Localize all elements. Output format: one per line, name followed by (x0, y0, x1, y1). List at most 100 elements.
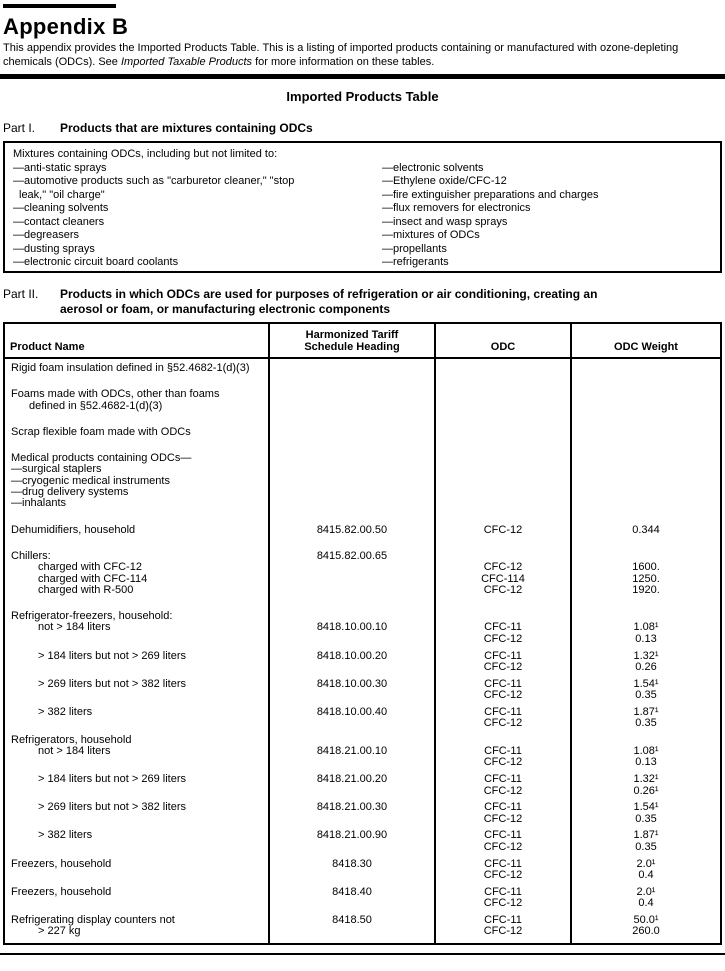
table-row (5, 701, 720, 707)
intro-line2: chemicals (ODCs). See (3, 55, 121, 68)
tariff-header-line2: Schedule Heading (304, 341, 400, 353)
product-name-cell: > 227 kg (38, 924, 81, 937)
mixture-list-item: —mixtures of ODCs (382, 229, 480, 241)
part2-heading: Part II. Products in which ODCs are used… (3, 287, 722, 317)
product-name-cell (5, 757, 268, 768)
table-row: > 184 liters but not > 269 liters 8418.1… (5, 649, 720, 662)
product-name-cell: Refrigerating display counters not (11, 913, 175, 926)
tariff-heading-cell (268, 453, 434, 465)
odc-cell: CFC-11 (434, 622, 570, 634)
table-row: CFC-12 0.4 (5, 897, 720, 910)
tariff-heading-cell (268, 487, 434, 499)
table-row (5, 438, 720, 454)
tariff-heading-cell (268, 768, 434, 775)
table-row: not > 184 liters 8418.10.00.10 CFC-11 1.… (5, 621, 720, 634)
odc-weight-cell: 50.0¹ (570, 914, 720, 926)
odc-weight-cell (570, 389, 720, 401)
product-name-cell: defined in §52.4682-1(d)(3) (29, 399, 163, 412)
odc-weight-cell (570, 426, 720, 439)
part1-label: Part I. (3, 121, 36, 135)
tariff-heading-cell: 8418.21.00.90 (268, 830, 434, 842)
tariff-heading-cell (268, 881, 434, 887)
odc-cell: CFC-12 (434, 584, 570, 597)
table-row (5, 768, 720, 775)
odc-cell (434, 509, 570, 525)
odc-cell: CFC-11 (434, 650, 570, 662)
odc-weight-cell (570, 937, 720, 944)
table-row: Chillers: 8415.82.00.65 (5, 550, 720, 563)
tariff-heading-cell (268, 584, 434, 597)
odc-cell: CFC-11 (434, 886, 570, 898)
table-row: > 227 kg CFC-12 260.0 (5, 924, 720, 938)
product-name-cell: —inhalants (11, 497, 67, 510)
tariff-heading-cell (268, 411, 434, 427)
part1-heading: Part I. Products that are mixtures conta… (3, 121, 722, 136)
intro-italic-reference: Imported Taxable Products (120, 55, 253, 68)
product-name-cell: charged with R-500 (38, 583, 134, 596)
tariff-heading-cell (268, 796, 434, 803)
table-title: Imported Products Table (286, 89, 439, 104)
table-body: Rigid foam insulation defined in §52.468… (5, 359, 720, 944)
product-name-cell (5, 536, 268, 551)
appendix-title: Appendix B (3, 14, 129, 39)
mixture-list-item: —propellants (382, 242, 447, 255)
odc-weight-cell: 1.54¹ (570, 802, 720, 814)
product-name-cell: > 269 liters but not > 382 liters (38, 801, 186, 814)
table-row: > 382 liters 8418.21.00.90 CFC-11 1.87¹ (5, 830, 720, 842)
table-row: —inhalants (5, 497, 720, 510)
odc-cell (434, 374, 570, 390)
odc-weight-cell: 260.0 (570, 925, 720, 938)
table-row (5, 411, 720, 427)
table-row: > 269 liters but not > 382 liters 8418.2… (5, 801, 720, 814)
product-name-cell (5, 412, 268, 427)
mixture-list-item: —flux removers for electronics (382, 202, 531, 214)
odc-weight-cell (570, 535, 720, 551)
odc-weight-cell (570, 453, 720, 465)
tariff-heading-cell: 8418.21.00.20 (268, 773, 434, 786)
intro-line2-after: for more information on these tables. (252, 55, 435, 68)
odc-weight-cell (570, 645, 720, 651)
table-row: Refrigerators, household (5, 734, 720, 747)
odc-weight-cell (570, 363, 720, 375)
table-row: charged with CFC-114 CFC-114 1250. (5, 573, 720, 585)
odc-cell (434, 768, 570, 775)
table-row: —surgical staplers (5, 464, 720, 476)
tariff-heading-cell (268, 573, 434, 585)
column-header-odc: ODC (434, 324, 570, 357)
odc-cell (434, 426, 570, 439)
mixture-list-item: leak," "oil charge" (19, 188, 105, 201)
product-name-cell: not > 184 liters (38, 621, 111, 634)
odc-weight-cell (570, 701, 720, 707)
odc-cell: CFC-12 (434, 661, 570, 674)
tariff-heading-cell (268, 729, 434, 735)
table-row (5, 881, 720, 887)
table-row (5, 535, 720, 551)
tariff-heading-cell: 8418.10.00.20 (268, 650, 434, 662)
table-row: CFC-12 0.4 (5, 869, 720, 882)
table-row: CFC-12 0.26 (5, 661, 720, 674)
odc-cell: CFC-12 (434, 524, 570, 536)
product-name-cell: not > 184 liters (38, 745, 111, 758)
tariff-heading-cell: 8415.82.00.50 (268, 524, 434, 536)
product-name-cell: > 184 liters but not > 269 liters (38, 649, 186, 662)
tariff-heading-cell (268, 363, 434, 375)
odc-weight-cell: 1.32¹ (570, 650, 720, 662)
mixture-list-item: —refrigerants (382, 256, 449, 268)
tariff-heading-cell (268, 509, 434, 525)
odc-cell (434, 400, 570, 412)
mixture-list-item: —electronic solvents (382, 161, 484, 174)
product-name-cell: charged with CFC-12 (38, 561, 142, 574)
tariff-heading-cell (268, 925, 434, 938)
table-row: Scrap flexible foam made with ODCs (5, 426, 720, 439)
odc-cell: CFC-12 (434, 717, 570, 730)
odc-cell: CFC-12 (434, 689, 570, 702)
product-name-cell (5, 596, 268, 611)
product-name-cell: Rigid foam insulation defined in §52.468… (11, 362, 250, 374)
odc-cell: CFC-12 (434, 757, 570, 769)
tariff-heading-cell: 8418.10.00.10 (268, 622, 434, 634)
odc-weight-cell (570, 796, 720, 803)
odc-cell (434, 475, 570, 488)
odc-cell: CFC-12 (434, 561, 570, 574)
odc-cell (434, 881, 570, 887)
tariff-heading-cell (268, 645, 434, 651)
